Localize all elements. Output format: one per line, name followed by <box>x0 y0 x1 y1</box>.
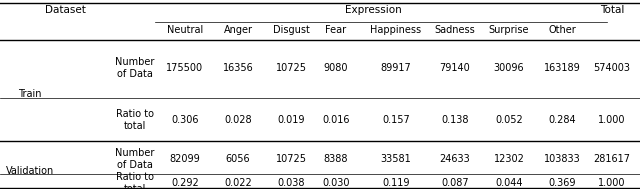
Text: 82099: 82099 <box>170 154 200 164</box>
Text: 24633: 24633 <box>440 154 470 164</box>
Text: 0.306: 0.306 <box>172 115 199 125</box>
Text: 0.292: 0.292 <box>171 178 199 188</box>
Text: 163189: 163189 <box>543 63 580 73</box>
Text: 0.284: 0.284 <box>548 115 576 125</box>
Text: Disgust: Disgust <box>273 25 309 35</box>
Text: 10725: 10725 <box>275 154 307 164</box>
Text: Surprise: Surprise <box>489 25 529 35</box>
Text: 0.052: 0.052 <box>495 115 523 125</box>
Text: Ratio to
total: Ratio to total <box>116 172 154 189</box>
Text: 0.019: 0.019 <box>277 115 305 125</box>
Text: 0.044: 0.044 <box>495 178 523 188</box>
Text: Total: Total <box>600 5 624 15</box>
Text: 8388: 8388 <box>324 154 348 164</box>
Text: 1.000: 1.000 <box>598 115 626 125</box>
Text: 12302: 12302 <box>493 154 524 164</box>
Text: 0.030: 0.030 <box>323 178 349 188</box>
Text: 6056: 6056 <box>226 154 250 164</box>
Text: Anger: Anger <box>223 25 253 35</box>
Text: 103833: 103833 <box>543 154 580 164</box>
Text: 0.119: 0.119 <box>382 178 410 188</box>
Text: Fear: Fear <box>325 25 347 35</box>
Text: 0.138: 0.138 <box>441 115 468 125</box>
Text: Happiness: Happiness <box>371 25 422 35</box>
Text: Other: Other <box>548 25 576 35</box>
Text: Neutral: Neutral <box>167 25 203 35</box>
Text: 0.038: 0.038 <box>277 178 305 188</box>
Text: 0.087: 0.087 <box>441 178 469 188</box>
Text: Expression: Expression <box>345 5 402 15</box>
Text: 175500: 175500 <box>166 63 204 73</box>
Text: Dataset: Dataset <box>45 5 85 15</box>
Text: 1.000: 1.000 <box>598 178 626 188</box>
Text: Number
of Data: Number of Data <box>115 148 155 170</box>
Text: Ratio to
total: Ratio to total <box>116 109 154 131</box>
Text: 0.028: 0.028 <box>224 115 252 125</box>
Text: 281617: 281617 <box>593 154 630 164</box>
Text: 30096: 30096 <box>493 63 524 73</box>
Text: 0.022: 0.022 <box>224 178 252 188</box>
Text: Sadness: Sadness <box>435 25 476 35</box>
Text: Number
of Data: Number of Data <box>115 57 155 79</box>
Text: 0.369: 0.369 <box>548 178 576 188</box>
Text: 79140: 79140 <box>440 63 470 73</box>
Text: 89917: 89917 <box>381 63 412 73</box>
Text: Train: Train <box>19 89 42 99</box>
Text: Validation: Validation <box>6 166 54 176</box>
Text: 574003: 574003 <box>593 63 630 73</box>
Text: 33581: 33581 <box>381 154 412 164</box>
Text: 0.016: 0.016 <box>323 115 349 125</box>
Text: 10725: 10725 <box>275 63 307 73</box>
Text: 0.157: 0.157 <box>382 115 410 125</box>
Text: 9080: 9080 <box>324 63 348 73</box>
Text: 16356: 16356 <box>223 63 253 73</box>
